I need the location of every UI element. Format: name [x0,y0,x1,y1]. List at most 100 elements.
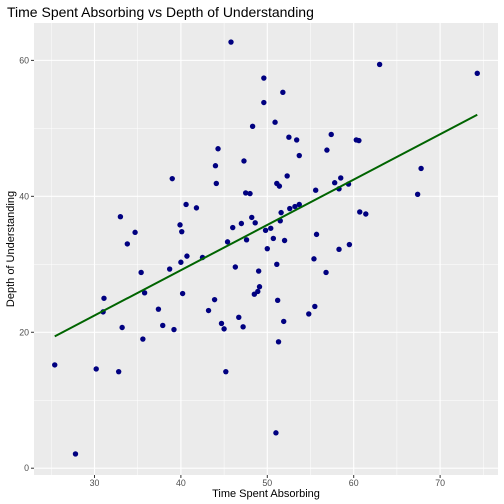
data-point [363,211,369,217]
data-point [262,227,269,234]
data-point [241,158,247,164]
data-point [274,297,281,304]
data-point [101,295,107,301]
data-point [312,303,318,310]
data-point [276,183,283,189]
data-point [179,290,186,297]
data-point [218,320,225,327]
data-point [213,180,220,187]
data-point [346,241,353,248]
x-tick-label: 50 [262,478,272,488]
data-point [270,235,277,242]
y-tick-label: 60 [19,55,29,65]
data-point [249,214,255,221]
data-point [312,187,319,193]
y-tick-label: 0 [24,463,29,473]
y-tick-label: 20 [19,327,29,337]
data-point [356,137,362,144]
trend-line [54,113,478,338]
y-axis: 0 20 40 60 [19,55,34,473]
data-point [215,146,221,152]
data-point [115,368,122,375]
data-point [242,190,249,196]
data-point [272,119,278,125]
major-gridlines [34,23,498,475]
data-point [119,324,125,331]
data-point [160,322,166,329]
y-tick-label: 40 [19,191,29,201]
x-tick-label: 40 [176,478,186,488]
data-point [252,220,258,226]
data-point [274,261,280,267]
data-point [178,259,184,265]
data-point [243,237,250,243]
data-point [132,229,138,236]
chart-title: Time Spent Absorbing vs Depth of Underst… [7,4,314,20]
data-point [171,326,177,333]
data-point [224,239,231,245]
data-point [205,307,212,314]
data-point [140,336,146,342]
data-point [236,314,242,321]
data-point [286,134,292,140]
data-point [184,253,190,259]
data-point [296,201,302,208]
data-point [323,269,329,276]
data-point [52,362,58,368]
data-point [211,296,218,303]
data-point [255,268,262,274]
data-point [414,191,421,197]
data-point [336,246,342,253]
data-point [338,175,344,181]
data-point [166,266,173,272]
data-point [155,306,162,312]
data-point [357,209,363,215]
data-point [313,231,320,238]
data-point [418,165,424,172]
data-point [284,173,290,179]
data-point [124,241,131,247]
trend-line-group [54,113,478,338]
data-point [232,264,239,270]
data-point [247,190,253,197]
data-point [331,180,338,186]
data-point [280,89,286,96]
data-point [212,163,219,169]
data-point [324,147,330,153]
data-point [306,311,312,317]
minor-gridlines [34,23,498,475]
x-tick-label: 60 [349,478,359,488]
data-point [281,237,288,244]
data-point [261,99,267,106]
data-point [278,209,284,216]
data-point [93,366,99,372]
data-point [328,131,334,138]
data-point [177,222,183,228]
x-axis-title: Time Spent Absorbing [212,488,320,500]
data-point [287,205,293,212]
data-point [268,225,274,231]
data-point [311,256,317,262]
data-point [273,430,279,436]
x-axis: 30 40 50 60 70 [90,475,445,488]
data-point [193,205,200,211]
data-point [179,228,185,235]
data-point [72,451,79,457]
data-point [255,288,261,295]
x-tick-label: 70 [435,478,445,488]
data-point [240,324,246,330]
data-point [228,39,234,45]
data-point [275,339,282,345]
x-tick-label: 30 [90,478,100,488]
data-point [169,175,175,182]
data-point [293,137,300,143]
data-point [296,152,302,159]
data-point [281,318,287,325]
data-point [264,245,270,252]
data-point [230,224,236,231]
data-points [52,39,480,457]
data-point [138,269,144,276]
data-point [223,368,229,375]
